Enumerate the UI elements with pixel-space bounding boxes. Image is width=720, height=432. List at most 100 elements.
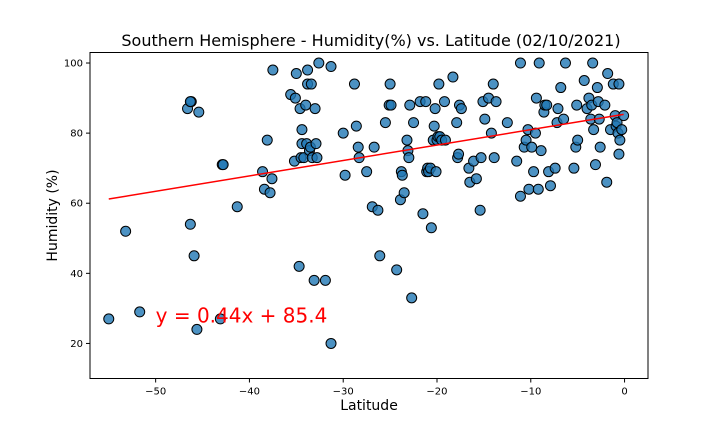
data-point [309,103,321,115]
x-tick-label: −20 [426,387,447,398]
data-point [447,71,459,83]
y-tick-label: 40 [70,269,83,280]
data-point [429,103,441,115]
data-point [261,134,273,146]
data-point [231,201,243,213]
data-point [614,134,626,146]
y-tick-label: 20 [70,339,83,350]
data-point [374,250,386,262]
data-point [601,176,613,188]
data-point [264,187,276,199]
data-point [613,78,625,90]
y-tick-label: 80 [70,129,83,140]
data-point [408,117,420,129]
data-point [350,120,362,132]
regression-layer [108,113,624,200]
data-point [488,152,500,164]
data-point [184,218,196,230]
data-point [568,162,580,174]
data-point [514,190,526,202]
regression-equation: y = 0.44x + 85.4 [156,303,328,327]
data-point [296,124,308,136]
data-point [613,148,625,160]
data-point [406,292,418,304]
data-point [616,124,628,136]
data-point [523,183,535,195]
x-tick-label: 0 [621,387,627,398]
data-point [453,148,465,160]
data-point [384,78,396,90]
data-point [361,166,373,178]
data-point [558,113,570,125]
data-point [532,183,544,195]
x-tick-label: −50 [145,387,166,398]
y-tick-label: 100 [64,59,83,70]
data-point [257,166,269,178]
data-point [396,169,408,181]
data-point [319,274,331,286]
data-point [479,113,491,125]
data-point [578,75,590,87]
data-point [391,264,403,276]
data-point [403,152,415,164]
data-point [308,274,320,286]
data-point [438,96,450,108]
data-point [490,96,502,108]
data-point [571,99,583,111]
data-point [217,159,229,171]
x-tick-label: −10 [520,387,541,398]
x-axis-label: Latitude [340,398,398,414]
data-point [535,145,547,157]
data-point [339,169,351,181]
data-point [474,204,486,216]
data-point [511,155,523,167]
data-point [337,127,349,139]
x-axis-ticks: −50 −40 −30 −20 −10 0 [145,378,628,398]
data-point [103,313,115,325]
data-point [311,152,323,164]
data-point [549,162,561,174]
data-point [555,82,567,94]
data-point [530,92,542,104]
data-point [385,99,397,111]
data-point [120,225,132,237]
chart-title: Southern Hemisphere - Humidity(%) vs. La… [121,31,620,50]
data-point [398,187,410,199]
data-point [559,57,571,69]
data-point [134,306,146,318]
data-point [184,96,196,108]
data-point [325,61,337,73]
data-point [451,117,463,129]
data-point [552,103,564,115]
data-point [602,68,614,80]
data-point [290,68,302,80]
data-point [501,117,513,129]
y-axis-label: Humidity (%) [45,169,61,261]
data-point [310,138,322,150]
data-point [428,120,440,132]
data-point [348,78,360,90]
x-tick-label: −30 [333,387,354,398]
data-point [589,159,601,171]
data-point [368,141,380,153]
points-layer [103,57,630,349]
data-point [325,337,337,349]
data-point [470,173,482,185]
data-point [214,313,226,325]
data-point [305,78,317,90]
data-point [188,250,200,262]
data-point [599,99,611,111]
data-point [293,260,305,272]
data-point [591,82,603,94]
data-point [528,166,540,178]
data-point [401,134,413,146]
data-point [533,57,545,69]
data-point [300,99,312,111]
data-point [544,180,556,192]
data-point [433,78,445,90]
regression-line [108,113,624,200]
data-point [587,57,599,69]
plot-frame [89,52,649,379]
data-point [588,124,600,136]
